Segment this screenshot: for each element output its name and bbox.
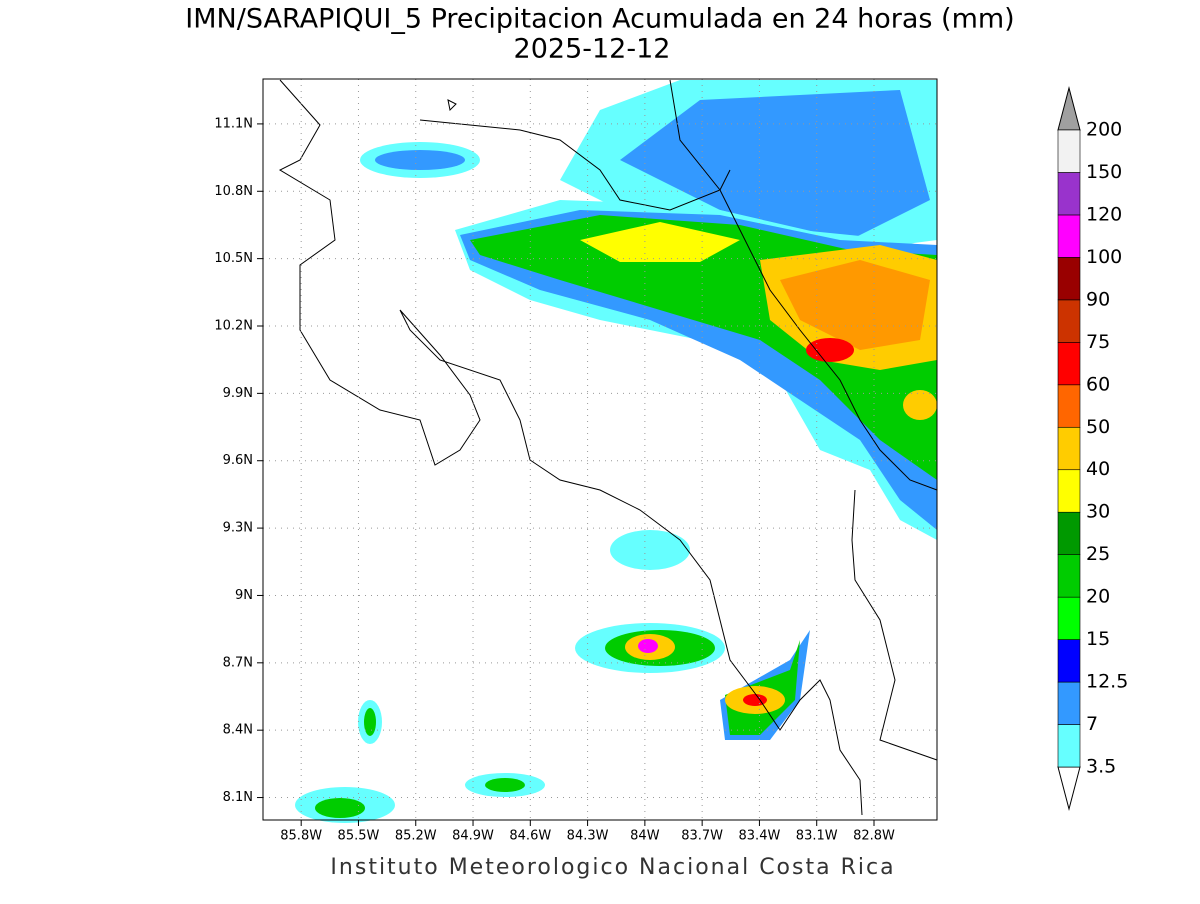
colorbar-box [1057, 426, 1081, 471]
colorbar-label: 3.5 [1086, 756, 1116, 778]
y-tick-label: 11.1N [214, 116, 253, 131]
x-tick-label: 83.4W [739, 829, 781, 844]
chart-subtitle: 2025-12-12 [514, 34, 671, 65]
y-tick-label: 10.5N [214, 251, 253, 266]
y-tick-label: 9N [235, 588, 253, 603]
y-tick-label: 9.9N [223, 386, 253, 401]
x-tick-label: 82.8W [853, 829, 895, 844]
colorbar-label: 25 [1086, 543, 1110, 565]
colorbar-over [1057, 86, 1081, 131]
lake [447, 99, 457, 112]
colorbar-box [1057, 257, 1081, 301]
colorbar-label: 40 [1086, 458, 1110, 480]
colorbar-label: 90 [1086, 288, 1110, 310]
precipitation-field [295, 80, 937, 823]
colorbar-box [1057, 554, 1081, 598]
caribbean-coast [669, 79, 938, 491]
colorbar-label: 60 [1086, 373, 1110, 395]
colorbar-label: 200 [1086, 119, 1122, 141]
colorbar-box [1057, 639, 1081, 683]
footer: Instituto Meteorologico Nacional Costa R… [330, 855, 895, 880]
precip-area [295, 80, 937, 823]
x-tick-label: 83.7W [681, 829, 723, 844]
colorbar-label: 15 [1086, 628, 1110, 650]
colorbar-label: 30 [1086, 501, 1110, 523]
colorbar-label: 120 [1086, 203, 1122, 225]
colorbar-box [1057, 681, 1081, 725]
colorbar-box [1057, 469, 1081, 513]
x-tick-label: 85.5W [338, 829, 380, 844]
colorbar-label: 150 [1086, 161, 1122, 183]
x-tick-label: 84.3W [567, 829, 609, 844]
y-tick-label: 10.8N [214, 184, 253, 199]
y-tick-label: 8.4N [223, 723, 253, 738]
colorbar-box [1057, 724, 1081, 768]
y-tick-label: 10.2N [214, 319, 253, 334]
colorbar-label: 100 [1086, 246, 1122, 268]
panama-border [851, 489, 938, 761]
colorbar-box [1057, 299, 1081, 343]
colorbar-box [1057, 214, 1081, 258]
chart-title: IMN/SARAPIQUI_5 Precipitacion Acumulada … [185, 4, 1014, 35]
colorbar-label: 12.5 [1086, 671, 1128, 693]
colorbar-box [1057, 511, 1081, 555]
y-tick-label: 9.3N [223, 521, 253, 536]
colorbar-under [1057, 766, 1081, 811]
colorbar-box [1057, 342, 1081, 386]
colorbar-box [1057, 129, 1081, 173]
x-tick-label: 84.6W [509, 829, 551, 844]
x-tick-label: 85.8W [280, 829, 322, 844]
y-tick-label: 8.7N [223, 655, 253, 670]
colorbar-box [1057, 596, 1081, 640]
colorbar-label: 20 [1086, 586, 1110, 608]
colorbar-box [1057, 172, 1081, 216]
colorbar-label: 50 [1086, 416, 1110, 438]
x-tick-label: 84W [630, 829, 660, 844]
y-tick-label: 9.6N [223, 453, 253, 468]
map-frame [262, 78, 938, 821]
x-tick-label: 83.1W [796, 829, 838, 844]
x-tick-label: 85.2W [395, 829, 437, 844]
colorbar-label: 75 [1086, 331, 1110, 353]
colorbar-box [1057, 384, 1081, 428]
y-tick-label: 8.1N [223, 790, 253, 805]
colorbar-label: 7 [1086, 713, 1098, 735]
nicaragua-border [419, 119, 731, 211]
x-tick-label: 84.9W [452, 829, 494, 844]
